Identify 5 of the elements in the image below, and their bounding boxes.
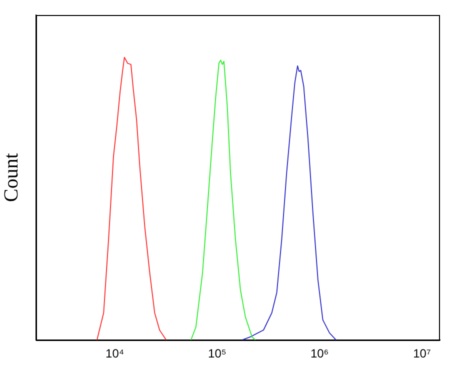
x-tick-label: 10⁴ bbox=[106, 346, 124, 361]
x-tick-label: 10⁵ bbox=[208, 346, 226, 361]
x-tick-label: 10⁷ bbox=[413, 346, 431, 361]
x-tick-label: 10⁶ bbox=[310, 346, 329, 361]
y-axis-title: Count bbox=[0, 152, 22, 202]
